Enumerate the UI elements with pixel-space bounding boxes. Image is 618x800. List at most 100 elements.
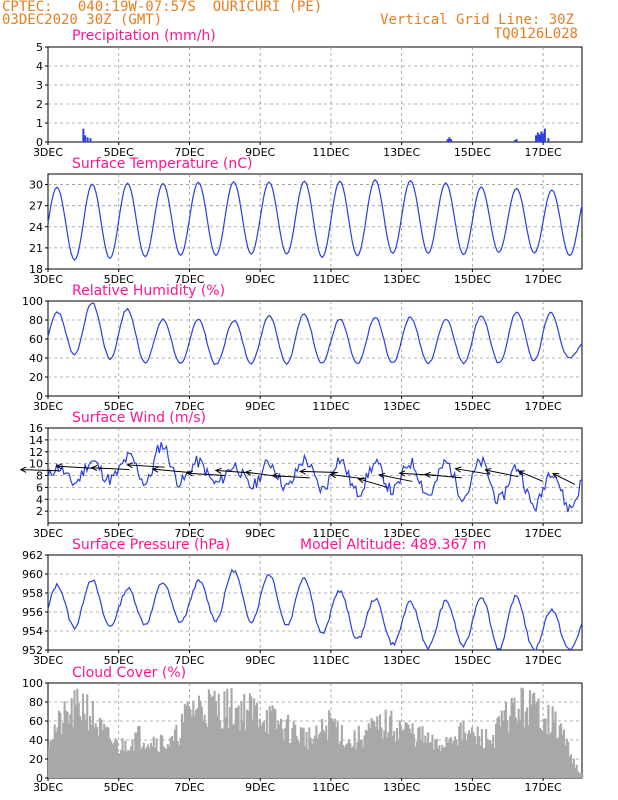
cloud-bar: [265, 710, 268, 778]
cloud-bar: [233, 723, 236, 778]
cloud-bar: [387, 732, 390, 778]
x-tick-label: 5DEC: [104, 146, 134, 159]
cloud-bar: [260, 725, 263, 778]
cloud-bar: [69, 714, 72, 778]
series-line: [47, 568, 583, 651]
cloud-bar: [452, 740, 455, 778]
wind-vector: [485, 469, 519, 478]
y-tick-label: 1: [36, 117, 43, 130]
cloud-bar: [579, 773, 582, 778]
cloud-bar: [390, 710, 393, 778]
cloud-bar: [60, 734, 63, 778]
cloud-bar: [540, 729, 543, 778]
cloud-bar: [79, 716, 82, 778]
x-tick-label: 11DEC: [312, 146, 349, 159]
x-tick-label: 9DEC: [245, 273, 275, 286]
y-tick-label: 952: [22, 644, 43, 657]
precip-bar: [536, 132, 539, 142]
cloud-bar: [388, 716, 392, 778]
cloud-bar: [336, 721, 339, 778]
cloud-bar: [565, 738, 568, 778]
y-tick-label: 12: [29, 446, 43, 459]
cloud-bar: [545, 734, 549, 778]
x-tick-label: 15DEC: [454, 781, 491, 794]
y-tick-label: 100: [22, 677, 43, 690]
cloud-bar: [243, 694, 246, 778]
cloud-bar: [462, 720, 465, 778]
cloud-bar: [281, 728, 284, 778]
cloud-bar: [142, 742, 145, 778]
cloud-bar: [417, 727, 420, 778]
cloud-bar: [179, 737, 182, 778]
y-tick-label: 960: [22, 568, 43, 581]
wind-vector-head: [126, 462, 133, 469]
cloud-bar: [248, 693, 251, 778]
wind-vector: [56, 465, 95, 469]
cloud-bar: [130, 746, 133, 778]
cloud-bar: [312, 738, 315, 778]
cloud-bar: [305, 731, 308, 778]
series-line: [47, 178, 583, 261]
cloud-bar: [83, 713, 86, 778]
cloud-bar: [547, 704, 550, 778]
y-tick-label: 4: [36, 493, 43, 506]
cloud-bar: [257, 727, 260, 778]
precip-bar: [84, 135, 87, 142]
cloud-bar: [516, 722, 519, 778]
cloud-bar: [121, 738, 124, 778]
cloud-bar: [103, 723, 106, 778]
cloud-bar: [253, 698, 256, 778]
cloud-bar: [386, 737, 389, 778]
cloud-bar: [534, 703, 537, 778]
cloud-bar: [466, 733, 469, 778]
cloud-bar: [558, 725, 561, 778]
cloud-bar: [418, 726, 421, 778]
cloud-bar: [207, 689, 210, 778]
x-tick-label: 3DEC: [33, 400, 63, 413]
cloud-bar: [517, 708, 520, 778]
cloud-bar: [270, 711, 273, 778]
cloud-bar: [72, 726, 75, 778]
cloud-bar: [199, 700, 202, 778]
cloud-bar: [226, 688, 229, 778]
x-tick-label: 13DEC: [383, 527, 420, 540]
cloud-bar: [326, 740, 329, 778]
cloud-bar: [343, 747, 346, 778]
x-tick-label: 13DEC: [383, 146, 420, 159]
cloud-bar: [57, 710, 61, 778]
x-tick-label: 7DEC: [174, 400, 204, 413]
cloud-bar: [117, 753, 120, 778]
cloud-bar: [531, 693, 534, 778]
cloud-bar: [168, 746, 171, 778]
cloud-bar: [541, 731, 544, 778]
cloud-bar: [97, 735, 100, 778]
cloud-bar: [294, 724, 297, 778]
cloud-bar: [369, 727, 372, 778]
y-tick-label: 962: [22, 549, 43, 562]
cloud-bar: [261, 722, 264, 778]
y-tick-label: 6: [36, 481, 43, 494]
panel-title: Precipitation (mm/h): [72, 28, 216, 44]
precip-bar: [535, 135, 538, 142]
cloud-bar: [560, 723, 563, 778]
cloud-bar: [554, 711, 557, 778]
cloud-bar: [393, 731, 396, 778]
y-tick-label: 80: [29, 696, 43, 709]
cloud-bar: [465, 740, 468, 778]
cloud-bar: [408, 728, 411, 778]
precip-bar: [538, 134, 541, 142]
x-tick-label: 7DEC: [174, 781, 204, 794]
cloud-bar: [370, 718, 373, 778]
x-tick-label: 3DEC: [33, 654, 63, 667]
cloud-bar: [101, 730, 104, 778]
cloud-bar: [367, 723, 370, 778]
precip-bar: [448, 137, 451, 142]
wind-vector-head: [55, 463, 63, 470]
cloud-bar: [403, 729, 406, 778]
cloud-bar: [94, 723, 97, 778]
cloud-bar: [461, 740, 464, 778]
panel-title: Relative Humidity (%): [72, 283, 225, 299]
cloud-bar: [349, 743, 352, 778]
cloud-bar: [500, 710, 503, 778]
cloud-bar: [304, 745, 307, 778]
